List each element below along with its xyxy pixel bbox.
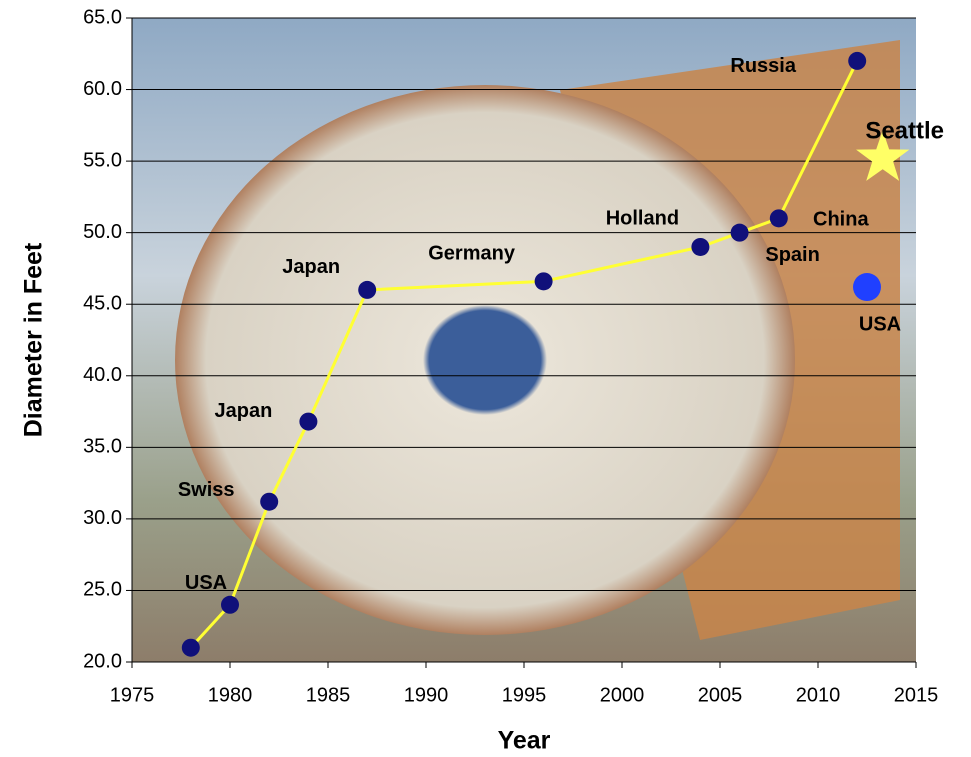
annotation-label: Seattle — [865, 118, 944, 145]
data-point — [299, 413, 317, 431]
point-label: USA — [185, 572, 227, 594]
point-label: China — [813, 209, 869, 231]
point-label: Japan — [214, 400, 272, 422]
point-label: Germany — [428, 243, 516, 265]
background-photo — [132, 18, 916, 662]
y-tick-label: 50.0 — [83, 221, 122, 243]
x-tick-label: 1980 — [208, 684, 253, 706]
x-tick-label: 2005 — [698, 684, 743, 706]
point-label: Holland — [606, 207, 679, 229]
y-tick-label: 45.0 — [83, 293, 122, 315]
y-tick-label: 40.0 — [83, 364, 122, 386]
x-tick-label: 2000 — [600, 684, 645, 706]
annotation-marker — [853, 273, 881, 301]
y-tick-label: 65.0 — [83, 6, 122, 28]
x-tick-label: 2010 — [796, 684, 841, 706]
x-tick-label: 2015 — [894, 684, 939, 706]
y-tick-label: 25.0 — [83, 579, 122, 601]
y-tick-label: 35.0 — [83, 436, 122, 458]
x-tick-label: 1985 — [306, 684, 351, 706]
data-point — [770, 209, 788, 227]
y-axis-title: Diameter in Feet — [20, 242, 48, 437]
x-tick-label: 1975 — [110, 684, 155, 706]
point-label: Russia — [730, 55, 796, 77]
data-point — [221, 596, 239, 614]
x-axis-title: Year — [498, 727, 551, 755]
y-tick-label: 55.0 — [83, 149, 122, 171]
point-label: Japan — [282, 256, 340, 278]
data-point — [260, 493, 278, 511]
data-point — [848, 52, 866, 70]
data-point — [535, 272, 553, 290]
y-tick-label: 30.0 — [83, 507, 122, 529]
y-tick-label: 60.0 — [83, 78, 122, 100]
data-point — [358, 281, 376, 299]
chart: Diameter in Feet Year 20.0 25.0 30.0 35.0 40… — [0, 0, 971, 757]
point-label: Swiss — [178, 479, 235, 501]
annotation-label: USA — [859, 313, 901, 335]
x-tick-label: 1995 — [502, 684, 547, 706]
x-tick-label: 1990 — [404, 684, 449, 706]
point-label: Spain — [765, 244, 819, 266]
y-tick-label: 20.0 — [83, 650, 122, 672]
data-point — [182, 639, 200, 657]
data-point — [731, 224, 749, 242]
data-point — [691, 238, 709, 256]
